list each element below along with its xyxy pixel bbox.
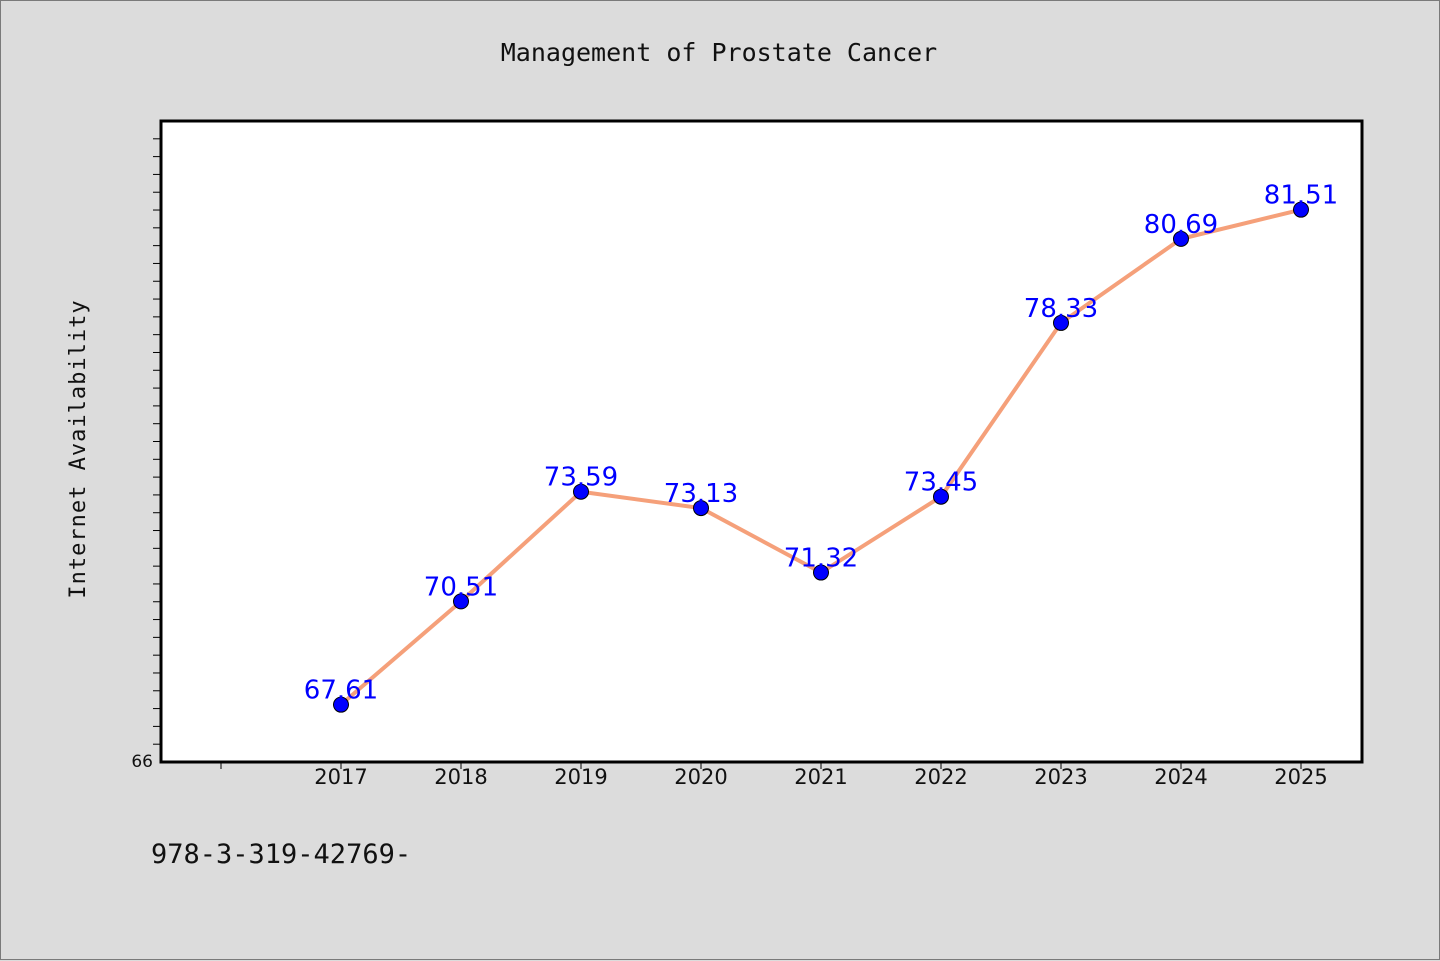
data-label: 71.32 xyxy=(784,544,858,574)
data-point xyxy=(333,696,349,713)
data-point xyxy=(453,593,469,610)
x-tick-label: 2020 xyxy=(674,765,727,789)
y-axis-label: Internet Availability xyxy=(66,299,91,598)
data-label: 70.51 xyxy=(424,572,498,602)
x-tick-label: 2017 xyxy=(314,765,367,789)
data-point xyxy=(1173,230,1189,247)
data-label: 80.69 xyxy=(1144,210,1218,240)
data-label: 73.45 xyxy=(904,468,978,498)
data-label: 81.51 xyxy=(1264,181,1338,211)
x-axis-ticks: 2017 2018 2019 2020 2021 2022 2023 2024 2025 xyxy=(220,762,1328,789)
data-point xyxy=(1293,201,1309,218)
data-label: 78.33 xyxy=(1024,294,1098,324)
chart-title: Management of Prostate Cancer xyxy=(501,38,938,67)
x-tick-label: 2022 xyxy=(914,765,967,789)
y-axis-ticks xyxy=(153,138,161,745)
footer-text: 978-3-319-42769- xyxy=(151,839,411,870)
data-point xyxy=(813,564,829,581)
x-tick-label: 2018 xyxy=(434,765,487,789)
data-label: 73.13 xyxy=(664,479,738,509)
x-tick-label: 2019 xyxy=(554,765,607,789)
data-point xyxy=(1053,314,1069,331)
x-tick-label: 2025 xyxy=(1274,765,1327,789)
y-tick-label: 66 xyxy=(131,752,153,772)
plot-area xyxy=(159,119,1364,764)
data-point xyxy=(933,488,949,505)
data-point xyxy=(693,500,709,517)
data-label: 73.59 xyxy=(544,463,618,493)
x-tick-label: 2021 xyxy=(794,765,847,789)
series-group: 67.61 70.51 73.59 73.13 71.32 73.45 78.33 80.69… xyxy=(304,181,1338,713)
data-point xyxy=(573,483,589,500)
x-tick-label: 2023 xyxy=(1034,765,1087,789)
data-label: 67.61 xyxy=(304,676,378,706)
x-tick-label: 2024 xyxy=(1154,765,1207,789)
